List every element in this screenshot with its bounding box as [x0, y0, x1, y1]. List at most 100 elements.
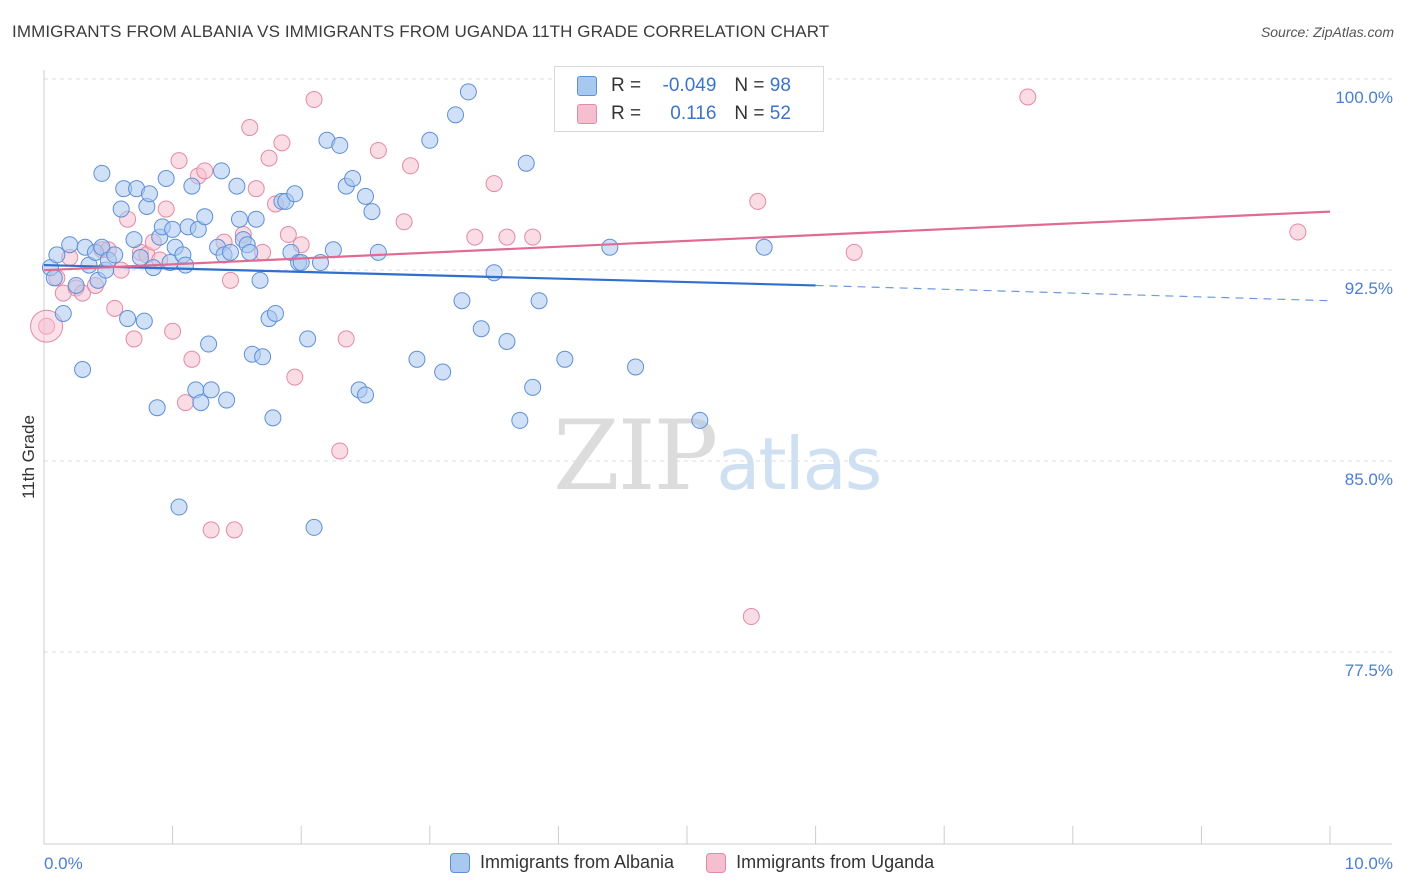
point-albania: [119, 310, 137, 328]
point-albania: [286, 185, 304, 203]
point-albania: [200, 335, 218, 353]
point-uganda: [183, 350, 201, 368]
axes: [43, 70, 1392, 845]
x-tick-label: 0.0%: [44, 854, 83, 873]
point-albania: [299, 330, 317, 348]
legend-r-label: R =: [611, 75, 642, 96]
point-albania: [164, 220, 182, 238]
y-tick-label: 85.0%: [1345, 470, 1393, 489]
point-albania: [112, 200, 130, 218]
point-albania: [45, 269, 63, 287]
legend-item-albania: Immigrants from Albania: [450, 852, 674, 873]
point-albania: [74, 360, 92, 378]
point-albania: [324, 241, 342, 259]
point-albania: [61, 236, 79, 254]
legend-n-label: N =: [734, 75, 765, 96]
point-albania: [691, 411, 709, 429]
point-uganda: [157, 200, 175, 218]
point-albania: [517, 154, 535, 172]
point-albania: [212, 162, 230, 180]
point-albania: [170, 498, 188, 516]
point-albania: [230, 210, 248, 228]
point-albania: [485, 264, 503, 282]
point-albania: [447, 106, 465, 124]
point-albania: [48, 246, 66, 264]
point-uganda: [485, 175, 503, 193]
legend-n-value-albania: 98: [769, 75, 791, 96]
uganda-legend-swatch: [706, 852, 727, 873]
point-albania: [202, 381, 220, 399]
point-albania: [192, 394, 210, 412]
point-albania: [93, 164, 111, 182]
point-uganda: [221, 271, 239, 289]
watermark-zip: ZIP: [553, 400, 718, 512]
albania-legend-swatch: [450, 852, 470, 873]
point-albania: [218, 391, 236, 409]
point-uganda: [176, 394, 194, 412]
point-uganda: [466, 228, 484, 246]
point-albania: [357, 386, 374, 404]
trend-lines: [43, 210, 1331, 302]
point-albania: [357, 187, 374, 205]
x-tick-label: 10.0%: [1345, 854, 1393, 873]
point-uganda: [1289, 223, 1307, 241]
point-uganda-large: [30, 309, 64, 343]
legend-r-value-albania: -0.049: [662, 75, 717, 96]
point-albania: [434, 363, 452, 381]
point-albania: [524, 378, 542, 396]
stats-legend: R = -0.049 N = 98 R = 0.116 N = 52: [554, 66, 824, 132]
point-uganda: [402, 157, 420, 175]
y-axis-label: 11th Grade: [19, 415, 38, 499]
point-albania: [511, 411, 529, 429]
point-uganda: [1019, 88, 1037, 106]
y-tick-label: 100.0%: [1335, 88, 1393, 107]
legend-label-uganda: Immigrants from Uganda: [736, 852, 935, 872]
point-uganda: [331, 442, 349, 460]
point-albania: [556, 350, 574, 368]
point-uganda: [112, 261, 130, 279]
albania-swatch: [577, 76, 597, 96]
legend-label-albania: Immigrants from Albania: [480, 852, 675, 872]
point-albania: [131, 248, 149, 266]
point-uganda: [273, 134, 291, 152]
point-albania: [148, 399, 166, 417]
point-albania: [135, 312, 153, 330]
point-albania: [183, 177, 201, 195]
point-uganda: [742, 608, 760, 626]
series-legend: Immigrants from Albania Immigrants from …: [450, 852, 966, 873]
uganda-swatch: [577, 104, 597, 124]
point-albania: [292, 254, 310, 272]
point-uganda: [164, 322, 182, 340]
point-uganda: [241, 119, 259, 137]
point-uganda: [498, 228, 516, 246]
y-tick-label: 92.5%: [1345, 279, 1393, 298]
trend-line-albania: [43, 263, 816, 287]
point-albania: [459, 83, 477, 101]
point-albania: [627, 358, 645, 376]
point-albania: [228, 177, 246, 195]
legend-row-uganda: R = 0.116 N = 52: [577, 101, 791, 127]
point-albania: [755, 238, 773, 256]
axis-labels: 100.0% 92.5% 85.0% 77.5% 0.0% 10.0% 11th Grade: [19, 88, 1393, 873]
series-albania-points: [41, 83, 773, 536]
trend-line-albania-extension: [815, 284, 1331, 302]
point-albania: [106, 246, 124, 264]
point-albania: [251, 271, 269, 289]
point-uganda: [524, 228, 542, 246]
point-albania: [369, 243, 387, 261]
watermark-atlas: atlas: [716, 422, 882, 506]
point-uganda: [279, 226, 297, 244]
point-albania: [408, 350, 426, 368]
point-albania: [344, 169, 362, 187]
point-albania: [54, 304, 72, 322]
watermark: ZIPatlas: [553, 400, 882, 512]
point-uganda: [286, 368, 304, 386]
point-uganda: [38, 317, 56, 335]
point-uganda: [170, 152, 188, 170]
point-albania: [363, 203, 381, 221]
point-albania: [67, 276, 85, 294]
legend-item-uganda: Immigrants from Uganda: [706, 852, 934, 873]
point-uganda: [225, 521, 243, 539]
point-albania: [264, 409, 282, 427]
